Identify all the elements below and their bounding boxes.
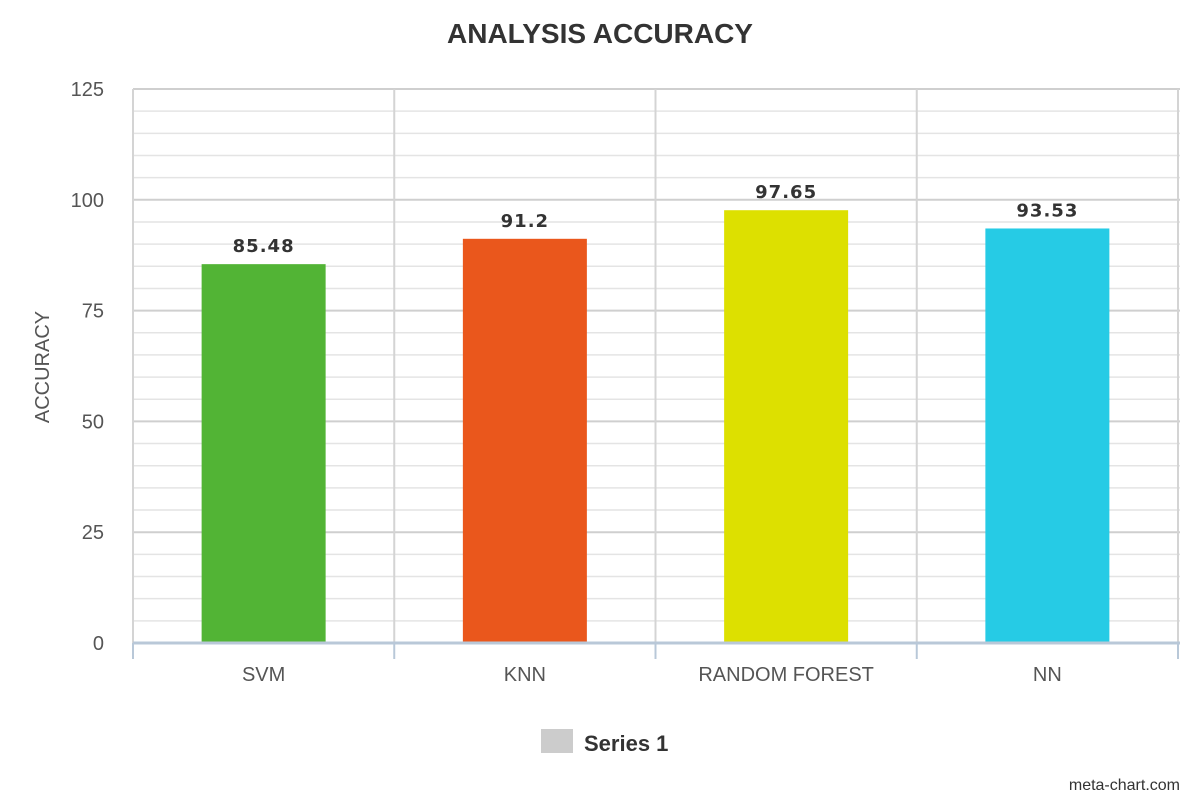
y-tick-label: 25 <box>82 522 104 544</box>
bar-svm[interactable] <box>201 264 326 643</box>
bar-nn[interactable] <box>985 228 1110 643</box>
y-tick-label: 50 <box>82 411 104 433</box>
data-labels: 85.48 91.2 97.65 93.53 <box>233 182 1078 257</box>
x-tick-label: NN <box>1033 664 1062 686</box>
data-label: 97.65 <box>755 182 817 203</box>
y-axis-title: ACCURACY <box>32 311 54 423</box>
data-label: 91.2 <box>501 211 549 232</box>
y-tick-label: 0 <box>93 633 104 655</box>
y-tick-label: 100 <box>71 190 104 212</box>
legend[interactable]: Series 1 <box>541 729 668 756</box>
x-tick-label: RANDOM FOREST <box>698 664 874 686</box>
axes: 0 25 50 75 100 125 SVM KNN RANDOM FOREST NN <box>71 79 1180 686</box>
credit-text: meta-chart.com <box>1069 777 1180 794</box>
bar-knn[interactable] <box>462 238 587 643</box>
chart-title: ANALYSIS ACCURACY <box>447 18 753 49</box>
x-tick-label: KNN <box>504 664 546 686</box>
data-label: 85.48 <box>233 236 295 257</box>
data-label: 93.53 <box>1016 200 1078 221</box>
legend-swatch <box>541 729 573 753</box>
bar-random-forest[interactable] <box>724 210 849 643</box>
x-tick-label: SVM <box>242 664 285 686</box>
y-tick-label: 75 <box>82 301 104 323</box>
bars <box>201 210 1110 643</box>
y-tick-label: 125 <box>71 79 104 101</box>
legend-label: Series 1 <box>584 731 668 756</box>
